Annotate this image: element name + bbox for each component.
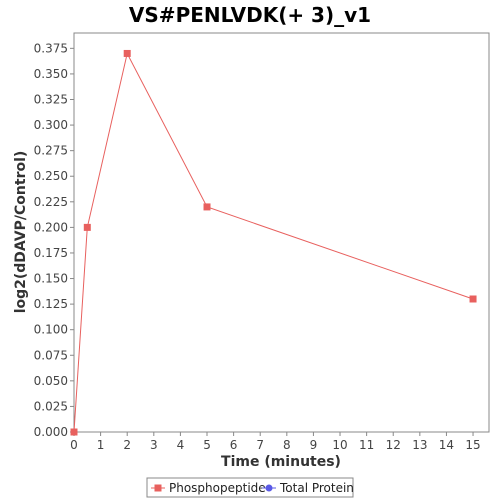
y-axis-title: log2(dDAVP/Control)	[13, 151, 29, 314]
x-tick-label: 1	[97, 438, 105, 452]
x-tick-label: 0	[70, 438, 78, 452]
y-tick-label: 0.275	[34, 144, 68, 158]
x-tick-label: 6	[230, 438, 238, 452]
x-tick-label: 9	[310, 438, 318, 452]
data-point	[469, 295, 477, 303]
y-tick-label: 0.125	[34, 297, 68, 311]
x-tick-label: 14	[439, 438, 454, 452]
y-tick-label: 0.250	[34, 169, 68, 183]
legend: Phosphopeptide Total Protein	[146, 477, 354, 498]
x-tick-label: 2	[123, 438, 131, 452]
legend-label: Phosphopeptide	[169, 481, 266, 495]
y-tick-label: 0.025	[34, 399, 68, 413]
x-tick-label: 11	[359, 438, 374, 452]
y-tick-label: 0.300	[34, 118, 68, 132]
y-tick-label: 0.325	[34, 93, 68, 107]
y-tick-label: 0.075	[34, 348, 68, 362]
x-tick-label: 13	[412, 438, 427, 452]
x-tick-label: 10	[332, 438, 347, 452]
y-tick-label: 0.050	[34, 374, 68, 388]
data-point	[70, 428, 78, 436]
x-tick-label: 15	[465, 438, 480, 452]
plot-area: 0.000 0.025 0.050 0.075 0.100 0.125 0.150 0.175…	[34, 32, 490, 452]
y-tick-label: 0.175	[34, 246, 68, 260]
x-tick-label: 3	[150, 438, 158, 452]
data-point	[203, 203, 211, 211]
y-tick-label: 0.200	[34, 220, 68, 234]
x-tick-label: 5	[203, 438, 211, 452]
y-tick-label: 0.150	[34, 272, 68, 286]
x-tick-label: 8	[283, 438, 291, 452]
y-tick-label: 0.100	[34, 323, 68, 337]
x-tick-label: 4	[177, 438, 185, 452]
x-tick-label: 7	[256, 438, 264, 452]
legend-box	[146, 477, 354, 498]
x-axis-title: Time (minutes)	[221, 454, 341, 470]
y-tick-label: 0.350	[34, 67, 68, 81]
data-point	[83, 223, 91, 231]
legend-marker-square	[154, 484, 162, 492]
y-tick-label: 0.225	[34, 195, 68, 209]
x-tick-label: 12	[386, 438, 401, 452]
chart-title: VS#PENLVDK(+ 3)_v1	[129, 3, 371, 27]
legend-label: Total Protein	[279, 481, 354, 495]
y-tick-label: 0.000	[34, 425, 68, 439]
y-tick-label: 0.375	[34, 41, 68, 55]
data-point	[123, 49, 131, 57]
legend-marker-circle	[265, 484, 273, 492]
